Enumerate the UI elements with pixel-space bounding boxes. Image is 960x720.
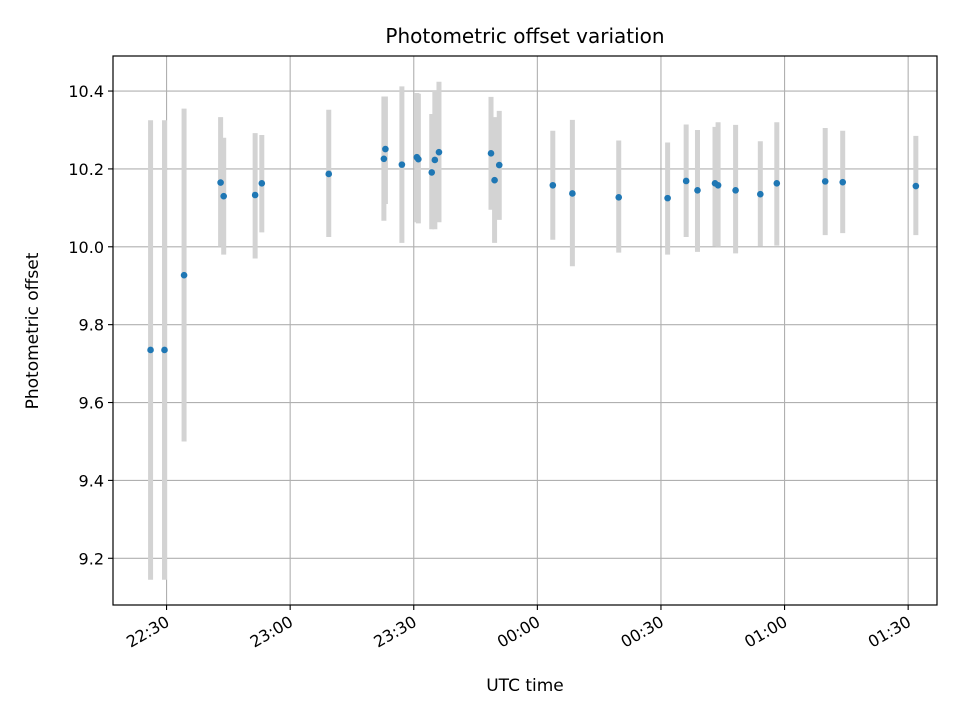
data-point	[180, 271, 188, 279]
x-tick-label: 22:30	[123, 612, 172, 652]
data-point	[694, 187, 701, 194]
data-point	[428, 169, 436, 176]
data-point	[380, 155, 388, 163]
error-bars	[148, 81, 919, 580]
y-tick-label: 10.2	[68, 160, 104, 179]
x-tick-label: 01:30	[865, 612, 914, 652]
data-point	[757, 190, 764, 198]
data-point	[664, 194, 671, 202]
y-tick-label: 9.2	[79, 549, 104, 568]
data-point	[821, 178, 829, 185]
data-point	[431, 156, 439, 164]
x-grid	[166, 56, 909, 605]
x-tick-label: 23:30	[370, 612, 419, 652]
data-point	[161, 346, 168, 354]
data-points	[147, 145, 920, 354]
data-point	[732, 187, 739, 194]
data-point	[487, 150, 495, 157]
data-point	[714, 181, 722, 189]
data-point	[217, 179, 224, 186]
x-tick-label: 00:00	[494, 612, 543, 652]
x-tick-label: 00:30	[618, 612, 667, 652]
y-tick-label: 10.0	[68, 238, 104, 257]
data-point	[682, 177, 690, 185]
x-tick-label: 01:00	[741, 612, 790, 652]
chart-title: Photometric offset variation	[385, 24, 664, 48]
x-axis-ticks: 22:30 23:00 23:30 00:00 00:30 01:00 01:30	[123, 605, 914, 652]
data-point	[491, 176, 498, 184]
data-point	[220, 192, 227, 200]
data-point	[325, 170, 333, 178]
data-point	[912, 182, 920, 190]
data-point	[435, 148, 443, 156]
y-tick-label: 9.8	[79, 316, 104, 335]
y-tick-label: 9.4	[79, 471, 104, 490]
data-point	[569, 190, 576, 197]
y-tick-label: 9.6	[79, 394, 104, 413]
data-point	[549, 181, 557, 189]
data-point	[398, 161, 406, 168]
x-axis-label: UTC time	[486, 676, 564, 696]
y-tick-label: 10.4	[68, 82, 104, 101]
y-axis-ticks: 9.2 9.4 9.6 9.8 10.0 10.2 10.4	[68, 82, 113, 568]
data-point	[251, 191, 259, 199]
plot-frame	[112, 55, 938, 606]
data-point	[415, 155, 422, 163]
data-point	[773, 180, 781, 187]
data-point	[382, 145, 389, 153]
data-point	[147, 346, 154, 354]
y-axis-label: Photometric offset	[23, 252, 43, 409]
data-point	[495, 161, 503, 169]
y-grid	[113, 90, 937, 559]
data-point	[615, 194, 623, 201]
data-point	[839, 178, 847, 186]
data-point	[258, 180, 266, 187]
x-tick-label: 23:00	[247, 612, 296, 652]
